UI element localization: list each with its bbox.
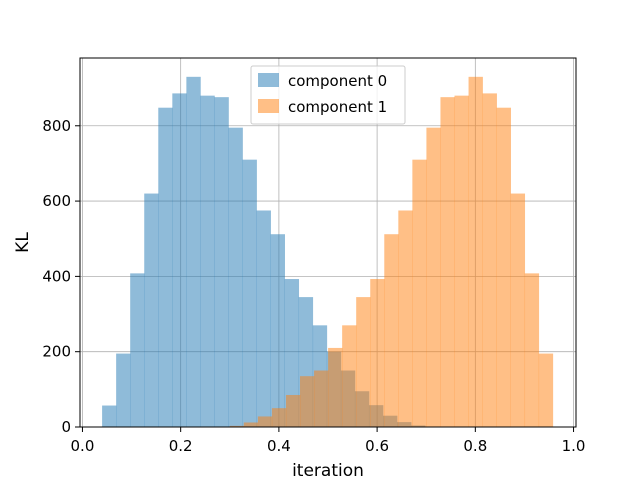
histogram-bar-component-0 <box>172 93 187 428</box>
histogram-bar-component-0 <box>228 127 243 427</box>
x-tick-label: 0.6 <box>365 437 389 455</box>
histogram-bar-component-0 <box>256 210 271 427</box>
histogram-bar-component-1 <box>328 347 343 427</box>
histogram-bar-component-1 <box>356 297 371 427</box>
histogram-bar-component-0 <box>214 97 229 428</box>
y-tick-label: 600 <box>42 192 71 210</box>
histogram-bar-component-0 <box>116 353 131 427</box>
histogram-bar-component-1 <box>538 353 554 427</box>
histogram-bar-component-1 <box>468 76 483 427</box>
histogram-bar-component-1 <box>243 422 259 427</box>
x-axis-label: iteration <box>292 461 364 480</box>
histogram-bar-component-1 <box>454 95 469 427</box>
histogram-bar-component-1 <box>384 234 399 427</box>
y-axis-label: KL <box>13 232 33 253</box>
x-tick-label: 0.4 <box>267 437 291 455</box>
legend-box <box>250 65 406 125</box>
histogram-bar-component-1 <box>314 370 329 427</box>
histogram-bar-component-0 <box>144 193 159 427</box>
legend-swatch-component-1 <box>258 99 279 113</box>
axis-ticks: 0.0 0.2 0.4 0.6 0.8 1.0 0 200 400 600 800 <box>42 117 585 455</box>
y-tick-label: 0 <box>61 418 71 436</box>
histogram-bar-component-1 <box>440 97 455 428</box>
histogram-bar-component-1 <box>271 408 287 427</box>
histogram-bar-component-0 <box>158 107 173 428</box>
histogram-bar-component-0 <box>270 234 285 427</box>
histogram-bar-component-0 <box>102 405 117 427</box>
histogram-bars <box>102 76 554 428</box>
histogram-bar-component-1 <box>426 127 441 427</box>
histogram-bar-component-1 <box>229 425 245 427</box>
histogram-bar-component-1 <box>510 193 526 427</box>
histogram-bar-component-1 <box>285 394 301 427</box>
histogram-bar-component-1 <box>398 210 413 427</box>
x-tick-label: 0.2 <box>169 437 193 455</box>
y-tick-label: 400 <box>42 267 71 285</box>
histogram-bar-component-0 <box>186 76 201 427</box>
plot-frame <box>79 57 577 428</box>
x-tick-label: 0.0 <box>71 437 95 455</box>
legend-label-component-0: component 0 <box>288 72 387 90</box>
histogram-bar-component-1 <box>496 107 511 428</box>
histogram-bar-component-1 <box>300 376 315 427</box>
legend-label-component-1: component 1 <box>288 98 387 116</box>
legend: component 0 component 1 <box>250 65 406 125</box>
x-tick-label: 1.0 <box>562 437 586 455</box>
histogram-bar-component-1 <box>524 273 540 427</box>
histogram-bar-component-0 <box>284 279 300 427</box>
histogram-bar-component-1 <box>257 416 273 427</box>
histogram-bar-component-0 <box>242 159 257 427</box>
y-tick-label: 800 <box>42 117 71 135</box>
histogram-bar-component-1 <box>482 93 497 428</box>
histogram-bar-component-1 <box>370 279 385 427</box>
y-tick-label: 200 <box>42 343 71 361</box>
histogram-bar-component-1 <box>412 159 427 427</box>
histogram-bar-component-0 <box>130 273 145 427</box>
x-tick-label: 0.8 <box>463 437 487 455</box>
histogram-bar-component-0 <box>200 95 215 427</box>
histogram-bar-component-1 <box>342 325 357 427</box>
legend-swatch-component-0 <box>258 73 279 87</box>
